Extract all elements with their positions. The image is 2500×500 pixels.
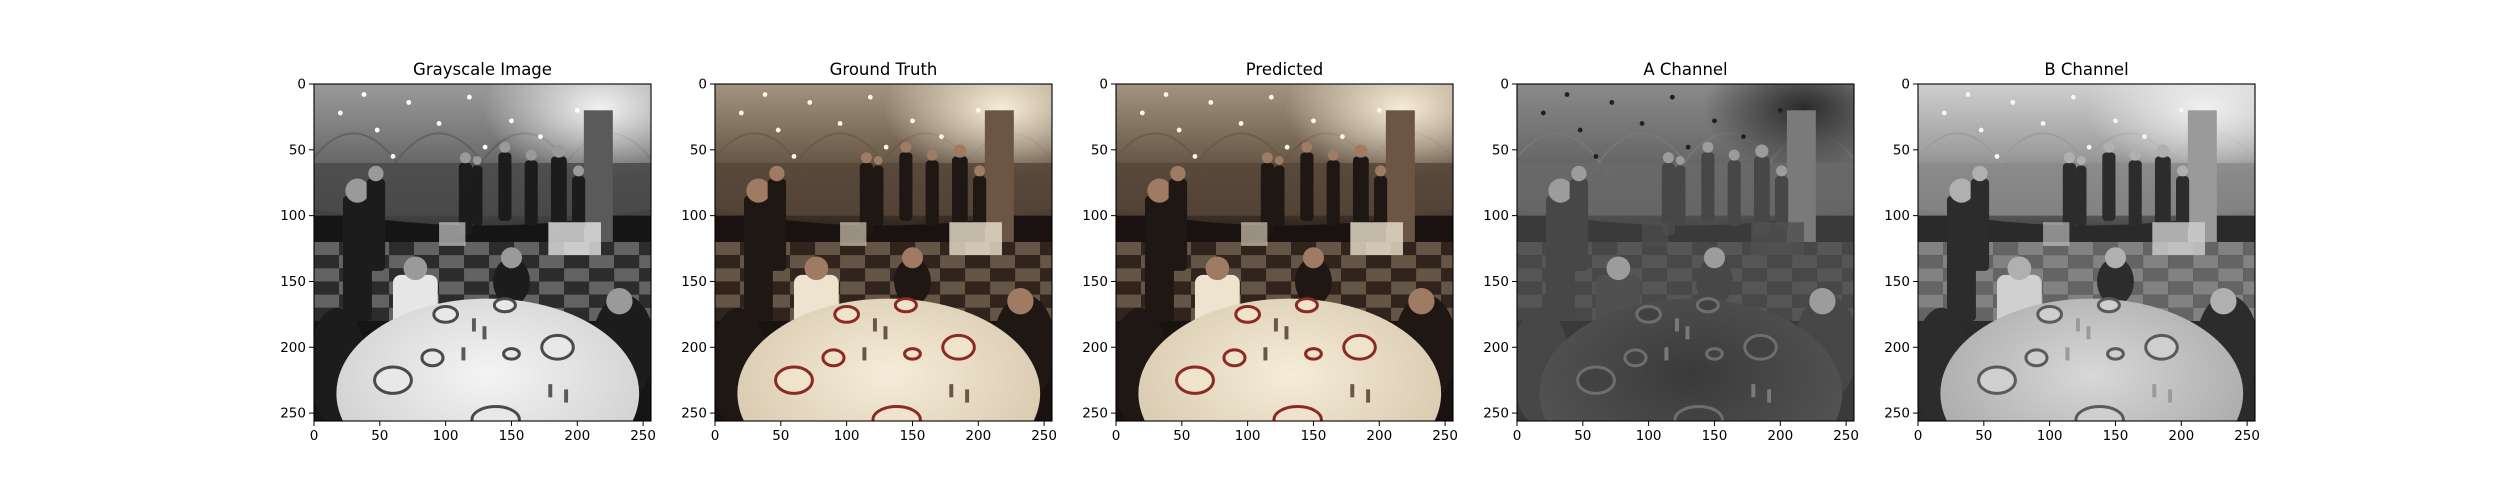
panel-bchan: B Channel 0 0 50 50 100 100 150 150 200 200 250 250 [1884,60,2260,444]
y-tick-label: 0 [297,77,306,93]
x-tick-label: 200 [2168,428,2194,444]
y-tick-label: 250 [1884,406,1910,422]
y-tick-label: 250 [1082,406,1108,422]
y-tick-label: 50 [1893,142,1910,158]
y-tick-label: 150 [1884,274,1910,290]
panel-gray: Grayscale Image 0 0 50 50 100 100 150 150 200 200 2… [280,60,656,444]
y-tick-label: 150 [681,274,707,290]
x-tick-label: 50 [1975,428,1992,444]
panel-image [314,84,651,421]
panel-achan: A Channel 0 0 50 50 100 100 150 150 200 200 250 250 [1483,60,1859,444]
y-tick-label: 200 [1483,340,1509,356]
panel-image [1918,84,2255,421]
axes-frame [313,83,652,422]
x-tick-label: 150 [499,428,525,444]
x-tick-label: 50 [1574,428,1591,444]
y-tick-label: 150 [280,274,306,290]
y-tick-label: 250 [280,406,306,422]
y-tick-label: 0 [1500,77,1509,93]
y-tick-label: 50 [690,142,707,158]
axes-frame [1516,83,1855,422]
x-tick-label: 50 [772,428,789,444]
panel-warm: Predicted 0 0 50 50 100 100 150 150 200 200 250 250 [1082,60,1458,444]
x-tick-label: 200 [1366,428,1392,444]
x-tick-label: 250 [1833,428,1859,444]
x-tick-label: 150 [1301,428,1327,444]
x-tick-label: 150 [1702,428,1728,444]
axes-frame [1917,83,2256,422]
y-tick-label: 250 [1483,406,1509,422]
y-tick-label: 50 [1091,142,1108,158]
x-tick-label: 250 [1432,428,1458,444]
x-tick-label: 50 [1173,428,1190,444]
x-tick-label: 200 [1767,428,1793,444]
x-tick-label: 0 [1513,428,1522,444]
x-tick-label: 50 [371,428,388,444]
y-tick-label: 100 [1082,208,1108,224]
panel-title: B Channel [2044,60,2128,79]
panel-title: Grayscale Image [413,60,552,79]
y-tick-label: 0 [1901,77,1910,93]
y-tick-label: 100 [681,208,707,224]
x-tick-label: 250 [1031,428,1057,444]
x-tick-label: 0 [711,428,720,444]
x-tick-label: 250 [630,428,656,444]
panel-title: Predicted [1246,60,1323,79]
panel-image [1517,84,1854,421]
panel-image [1116,84,1453,421]
x-tick-label: 0 [310,428,319,444]
y-tick-label: 200 [280,340,306,356]
axes-frame [1115,83,1454,422]
y-tick-label: 150 [1082,274,1108,290]
y-tick-label: 200 [1082,340,1108,356]
panel-image [715,84,1052,421]
panel-title: A Channel [1643,60,1727,79]
y-tick-label: 200 [681,340,707,356]
x-tick-label: 100 [2037,428,2063,444]
x-tick-label: 200 [564,428,590,444]
panel-warm: Ground Truth 0 0 50 50 100 100 150 150 200 200 250 2… [681,60,1057,444]
x-tick-label: 100 [1235,428,1261,444]
y-tick-label: 0 [698,77,707,93]
y-tick-label: 250 [681,406,707,422]
y-tick-label: 0 [1099,77,1108,93]
y-tick-label: 100 [280,208,306,224]
x-tick-label: 150 [2103,428,2129,444]
y-tick-label: 150 [1483,274,1509,290]
y-tick-label: 200 [1884,340,1910,356]
y-tick-label: 100 [1884,208,1910,224]
x-tick-label: 200 [965,428,991,444]
y-tick-label: 50 [1492,142,1509,158]
panel-title: Ground Truth [830,60,938,79]
x-tick-label: 0 [1112,428,1121,444]
x-tick-label: 0 [1914,428,1923,444]
x-tick-label: 150 [900,428,926,444]
x-tick-label: 100 [1636,428,1662,444]
y-tick-label: 50 [289,142,306,158]
x-tick-label: 100 [433,428,459,444]
y-tick-label: 100 [1483,208,1509,224]
axes-frame [714,83,1053,422]
x-tick-label: 100 [834,428,860,444]
x-tick-label: 250 [2234,428,2260,444]
